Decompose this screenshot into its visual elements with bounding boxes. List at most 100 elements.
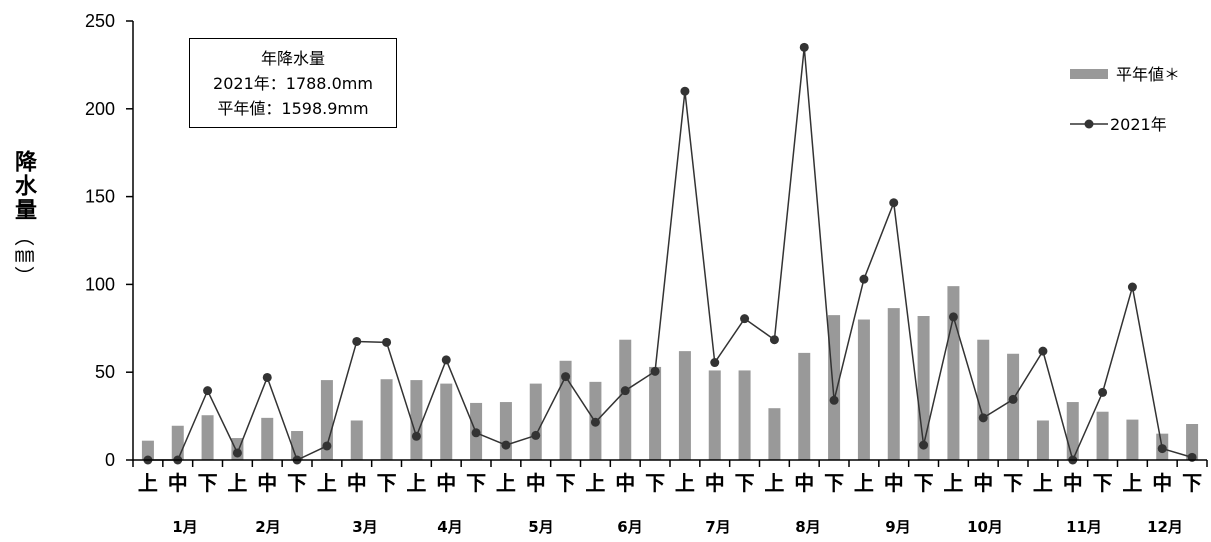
y-axis-unit: （㎜） (11, 226, 35, 286)
normal-bar (1126, 419, 1139, 460)
series-2021-line (147, 47, 1193, 463)
x-category-label: 中 (1152, 471, 1172, 495)
normal-bar (141, 440, 154, 460)
x-category-label: 中 (884, 471, 904, 495)
normal-bar (649, 366, 662, 460)
legend: 平年値＊ 2021年 (1070, 65, 1180, 134)
x-category-label: 上 (943, 471, 963, 495)
x-category-label: 上 (138, 471, 158, 495)
normal-bar (350, 420, 363, 460)
x-category-label: 上 (764, 471, 784, 495)
series-2021-point (411, 431, 421, 441)
series-2021-point (799, 42, 809, 52)
month-label: 6月 (617, 518, 642, 536)
month-label: 2月 (255, 518, 280, 536)
series-2021-point (1127, 282, 1137, 292)
legend-bar-swatch (1070, 69, 1108, 79)
normal-bar (947, 286, 960, 460)
series-2021-point (232, 448, 242, 458)
y-tick-label: 150 (85, 187, 115, 207)
x-category-label: 下 (645, 471, 665, 495)
normal-bar (171, 425, 184, 460)
normal-bar (857, 319, 870, 460)
x-category-label: 上 (854, 471, 874, 495)
x-category-label: 下 (377, 471, 397, 495)
legend-line-label: 2021年 (1110, 115, 1167, 134)
normal-bar (529, 383, 542, 460)
normal-bar (977, 339, 990, 460)
normal-bar (1036, 420, 1049, 460)
x-category-label: 中 (615, 471, 635, 495)
month-label: 8月 (795, 518, 820, 536)
infobox-2021-total: 2021年：1788.0mm (213, 74, 373, 93)
x-category-label: 下 (914, 471, 934, 495)
x-category-label: 下 (824, 471, 844, 495)
y-tick-label: 0 (105, 450, 115, 470)
x-category-label: 上 (1033, 471, 1053, 495)
month-label: 11月 (1066, 518, 1102, 536)
series-2021-point (1098, 387, 1108, 397)
infobox-title: 年降水量 (260, 49, 325, 68)
normal-bar (1066, 402, 1079, 460)
x-category-label: 下 (287, 471, 307, 495)
x-category-label: 下 (1182, 471, 1202, 495)
x-category-label: 下 (1003, 471, 1023, 495)
y-tick-label: 250 (85, 11, 115, 31)
series-2021-point (1008, 394, 1018, 404)
month-label: 3月 (352, 518, 377, 536)
y-tick-label: 50 (95, 362, 115, 382)
x-category-label: 中 (347, 471, 367, 495)
normal-bar (559, 360, 572, 460)
normal-bar (1007, 353, 1020, 460)
series-2021-point (352, 336, 362, 346)
x-category-label: 上 (317, 471, 337, 495)
normal-bar (619, 339, 632, 460)
month-label: 9月 (885, 518, 910, 536)
normal-bar (887, 308, 900, 460)
series-2021-point (710, 358, 720, 368)
month-label: 4月 (437, 518, 462, 536)
series-2021-point (561, 372, 571, 382)
series-2021-point (441, 355, 451, 365)
x-category-label: 下 (198, 471, 218, 495)
series-2021-point (769, 335, 779, 345)
x-category-label: 上 (585, 471, 605, 495)
x-category-label: 中 (1063, 471, 1083, 495)
legend-line-marker (1084, 119, 1094, 129)
month-label: 10月 (967, 518, 1003, 536)
series-2021-point (501, 440, 511, 450)
x-category-label: 中 (705, 471, 725, 495)
series-2021-point (203, 386, 213, 396)
series-2021-point (531, 430, 541, 440)
normal-bar (708, 370, 721, 460)
x-category-label: 下 (1093, 471, 1113, 495)
series-2021-point (471, 428, 481, 438)
y-tick-label: 200 (85, 99, 115, 119)
normal-bar (768, 408, 781, 460)
normal-bar (917, 316, 930, 460)
series-2021-point (680, 86, 690, 96)
normal-bar (320, 380, 333, 460)
series-2021-point (382, 337, 392, 347)
normal-bar (678, 351, 691, 460)
x-category-label: 中 (168, 471, 188, 495)
series-2021-point (859, 274, 869, 284)
series-2021-point (829, 395, 839, 405)
normal-bar (410, 380, 423, 460)
y-axis-title: 降水量 （㎜） (8, 150, 38, 286)
normal-bar (828, 315, 841, 460)
series-2021-point (322, 441, 332, 451)
y-tick-label: 100 (85, 274, 115, 294)
infobox-normal-total: 平年値：1598.9mm (217, 99, 369, 118)
normal-bar (440, 383, 453, 460)
month-label: 1月 (172, 518, 197, 536)
x-category-label: 下 (735, 471, 755, 495)
normal-bar (380, 379, 393, 460)
normal-bar (261, 417, 274, 460)
normal-bar (201, 415, 214, 460)
series-2021-point (650, 366, 660, 376)
x-category-label: 上 (227, 471, 247, 495)
normal-bar (798, 352, 811, 460)
x-category-label: 上 (1122, 471, 1142, 495)
